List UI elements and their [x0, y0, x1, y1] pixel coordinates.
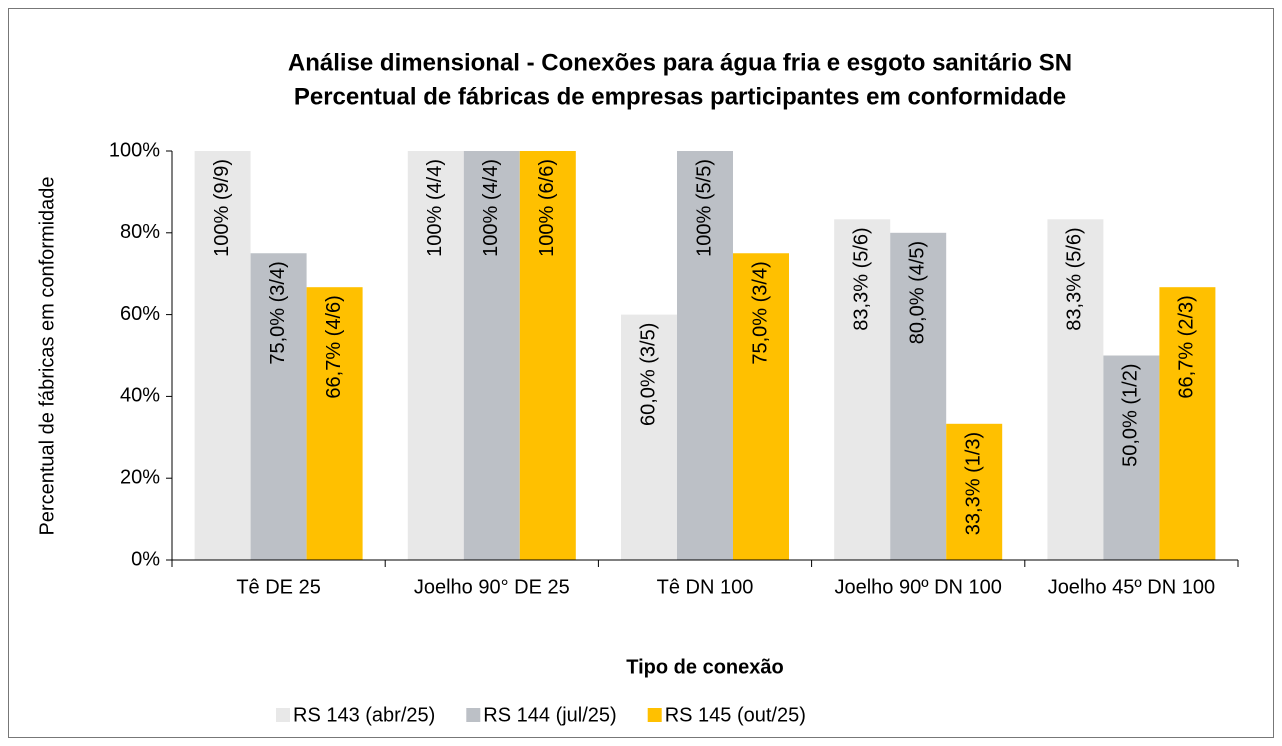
chart-subtitle: Percentual de fábricas de empresas parti… [294, 83, 1066, 110]
x-axis-title: Tipo de conexão [626, 656, 783, 678]
value-label: 75,0% (3/4) [749, 261, 771, 364]
y-tick-label: 60% [120, 303, 160, 325]
y-tick-label: 100% [109, 139, 160, 161]
value-label: 66,7% (4/6) [323, 295, 345, 398]
x-tick-label: Tê DE 25 [236, 576, 320, 598]
bar [519, 151, 576, 560]
bar [407, 151, 464, 560]
value-label: 75,0% (3/4) [267, 261, 289, 364]
bar [946, 423, 1003, 560]
y-tick-label: 80% [120, 221, 160, 243]
bar [834, 219, 891, 561]
x-tick-label: Joelho 90° DE 25 [414, 576, 570, 598]
value-label: 100% (5/5) [693, 159, 715, 257]
bar [1103, 355, 1160, 560]
bar [250, 253, 307, 560]
bar [194, 151, 251, 560]
x-tick-label: Tê DN 100 [657, 576, 754, 598]
y-axis-title: Percentual de fábricas em conformidade [36, 176, 58, 535]
value-label: 83,3% (5/6) [850, 227, 872, 330]
x-tick-label: Joelho 90º DN 100 [834, 576, 1001, 598]
y-tick-label: 40% [120, 385, 160, 407]
bar [463, 151, 520, 560]
legend-label: RS 145 (out/25) [665, 704, 806, 726]
value-label: 100% (4/4) [424, 159, 446, 257]
value-label: 83,3% (5/6) [1064, 227, 1086, 330]
y-tick-label: 20% [120, 466, 160, 488]
bar [890, 232, 947, 561]
bar [1047, 219, 1104, 561]
legend-swatch [276, 708, 290, 722]
bar [621, 314, 677, 560]
value-label: 80,0% (4/5) [906, 241, 928, 344]
legend-label: RS 143 (abr/25) [293, 704, 435, 726]
value-label: 100% (4/4) [480, 159, 502, 257]
value-label: 50,0% (1/2) [1120, 364, 1142, 467]
value-label: 66,7% (2/3) [1176, 295, 1198, 398]
value-label: 33,3% (1/3) [962, 432, 984, 535]
bar [306, 287, 363, 560]
chart-title: Análise dimensional - Conexões para água… [288, 49, 1072, 76]
value-label: 60,0% (3/5) [637, 323, 659, 426]
legend-swatch [466, 708, 481, 722]
bar [733, 253, 789, 560]
bar [677, 151, 733, 560]
legend-label: RS 144 (jul/25) [483, 704, 616, 726]
x-tick-label: Joelho 45º DN 100 [1048, 576, 1215, 598]
value-label: 100% (6/6) [536, 159, 558, 257]
value-label: 100% (9/9) [211, 159, 233, 257]
bar [1159, 287, 1216, 560]
y-tick-label: 0% [131, 548, 160, 570]
legend-swatch [647, 708, 662, 722]
